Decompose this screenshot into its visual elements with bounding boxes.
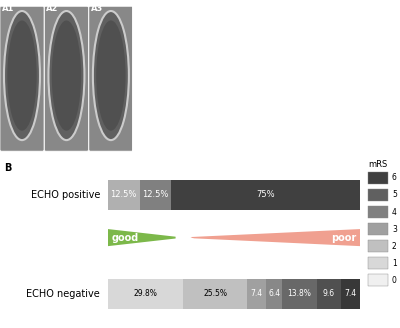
Polygon shape (178, 229, 360, 246)
Ellipse shape (52, 20, 81, 131)
Ellipse shape (4, 11, 40, 140)
FancyBboxPatch shape (341, 278, 360, 309)
FancyBboxPatch shape (140, 180, 171, 210)
Text: mRS: mRS (368, 160, 388, 169)
FancyBboxPatch shape (266, 278, 282, 309)
Text: 6: 6 (392, 174, 397, 182)
FancyBboxPatch shape (368, 206, 388, 218)
Text: 12.5%: 12.5% (142, 191, 168, 199)
Text: A3: A3 (91, 4, 103, 13)
Text: 0: 0 (392, 276, 397, 285)
Polygon shape (108, 229, 184, 246)
Text: 4: 4 (392, 208, 397, 216)
Ellipse shape (7, 20, 37, 131)
Text: B: B (4, 163, 11, 173)
FancyBboxPatch shape (247, 278, 266, 309)
Text: 1: 1 (392, 259, 397, 268)
Text: 2: 2 (392, 242, 397, 251)
Text: poor: poor (331, 233, 356, 243)
Text: 29.8%: 29.8% (134, 289, 158, 298)
FancyBboxPatch shape (368, 172, 388, 184)
FancyBboxPatch shape (0, 6, 44, 151)
Ellipse shape (48, 11, 84, 140)
Text: 5: 5 (392, 191, 397, 199)
Text: A1: A1 (2, 4, 14, 13)
FancyBboxPatch shape (108, 180, 140, 210)
Text: 7.4: 7.4 (251, 289, 263, 298)
Text: A2: A2 (46, 4, 59, 13)
Polygon shape (176, 229, 208, 246)
FancyBboxPatch shape (44, 6, 88, 151)
Text: 12.5%: 12.5% (110, 191, 137, 199)
Text: ECHO negative: ECHO negative (26, 289, 100, 299)
Text: 9.6: 9.6 (323, 289, 335, 298)
FancyBboxPatch shape (89, 6, 133, 151)
Text: 13.8%: 13.8% (288, 289, 312, 298)
Text: good: good (112, 233, 139, 243)
FancyBboxPatch shape (368, 223, 388, 235)
Ellipse shape (93, 11, 129, 140)
FancyBboxPatch shape (368, 257, 388, 269)
Text: 75%: 75% (256, 191, 275, 199)
Text: 3: 3 (392, 225, 397, 234)
FancyBboxPatch shape (171, 180, 360, 210)
FancyBboxPatch shape (108, 278, 183, 309)
Ellipse shape (96, 20, 126, 131)
FancyBboxPatch shape (183, 278, 247, 309)
FancyBboxPatch shape (282, 278, 317, 309)
Text: 6.4: 6.4 (268, 289, 280, 298)
Text: 25.5%: 25.5% (203, 289, 227, 298)
Text: 7.4: 7.4 (344, 289, 356, 298)
FancyBboxPatch shape (317, 278, 341, 309)
FancyBboxPatch shape (368, 274, 388, 286)
Text: ECHO positive: ECHO positive (31, 190, 100, 200)
FancyBboxPatch shape (368, 189, 388, 201)
FancyBboxPatch shape (368, 240, 388, 252)
